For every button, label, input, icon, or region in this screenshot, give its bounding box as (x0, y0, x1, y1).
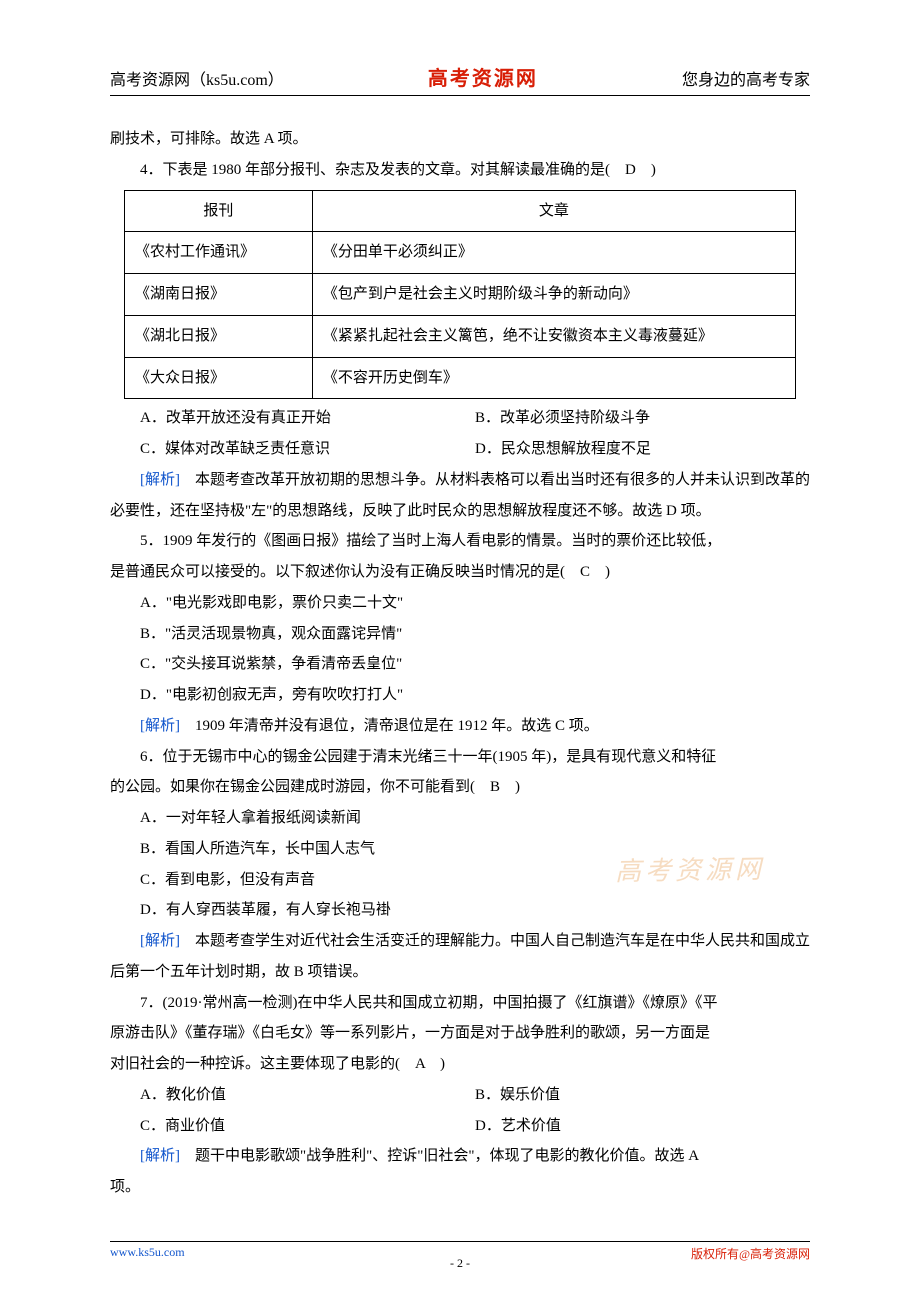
q6-analysis: [解析] 本题考查学生对近代社会生活变迁的理解能力。中国人自己制造汽车是在中华人… (110, 926, 810, 988)
q4-r2c1: 《紧紧扎起社会主义篱笆，绝不让安徽资本主义毒液蔓延》 (312, 315, 795, 357)
q4-r3c0: 《大众日报》 (125, 357, 313, 399)
q4-options-row1: A．改革开放还没有真正开始 B．改革必须坚持阶级斗争 (110, 403, 810, 434)
q6-analysis-text: 本题考查学生对近代社会生活变迁的理解能力。中国人自己制造汽车是在中华人民共和国成… (110, 933, 810, 980)
q4-analysis: [解析] 本题考查改革开放初期的思想斗争。从材料表格可以看出当时还有很多的人并未… (110, 465, 810, 527)
document-body: 刷技术，可排除。故选 A 项。 4．下表是 1980 年部分报刊、杂志及发表的文… (110, 124, 810, 1203)
footer-page-number: - 2 - (450, 1256, 470, 1271)
q4-options-row2: C．媒体对改革缺乏责任意识 D．民众思想解放程度不足 (110, 434, 810, 465)
q4-th-0: 报刊 (125, 190, 313, 232)
page-header: 高考资源网（ks5u.com） 高考资源网 您身边的高考专家 (110, 62, 810, 96)
q7-opt-b: B．娱乐价值 (475, 1080, 810, 1111)
q7-stem-l2: 原游击队》《董存瑞》《白毛女》等一系列影片，一方面是对于战争胜利的歌颂，另一方面… (110, 1018, 810, 1049)
q6-opt-c: C．看到电影，但没有声音 (110, 865, 810, 896)
header-left: 高考资源网（ks5u.com） (110, 66, 284, 90)
q5-stem-l2: 是普通民众可以接受的。以下叙述你认为没有正确反映当时情况的是( C ) (110, 557, 810, 588)
q4-r1c0: 《湖南日报》 (125, 274, 313, 316)
q5-opt-d: D．"电影初创寂无声，旁有吹吹打打人" (110, 680, 810, 711)
q4-opt-c: C．媒体对改革缺乏责任意识 (140, 434, 475, 465)
q4-r0c1: 《分田单干必须纠正》 (312, 232, 795, 274)
q4-r1c1: 《包产到户是社会主义时期阶级斗争的新动向》 (312, 274, 795, 316)
page-footer: www.ks5u.com - 2 - 版权所有@高考资源网 (110, 1241, 810, 1262)
analysis-label: [解析] (140, 718, 180, 734)
q4-r0c0: 《农村工作通讯》 (125, 232, 313, 274)
header-center-brand: 高考资源网 (428, 62, 538, 91)
q7-opt-d: D．艺术价值 (475, 1111, 810, 1142)
analysis-label: [解析] (140, 472, 180, 488)
q7-analysis-text: 题干中电影歌颂"战争胜利"、控诉"旧社会"，体现了电影的教化价值。故选 A (180, 1148, 699, 1164)
q7-opt-c: C．商业价值 (140, 1111, 475, 1142)
q5-opt-b: B．"活灵活现景物真，观众面露诧异情" (110, 619, 810, 650)
q7-analysis-l2: 项。 (110, 1172, 810, 1203)
q7-opt-a: A．教化价值 (140, 1080, 475, 1111)
q5-stem-l1: 5．1909 年发行的《图画日报》描绘了当时上海人看电影的情景。当时的票价还比较… (110, 526, 810, 557)
q4-opt-d: D．民众思想解放程度不足 (475, 434, 810, 465)
q7-stem-l3: 对旧社会的一种控诉。这主要体现了电影的( A ) (110, 1049, 810, 1080)
q5-analysis: [解析] 1909 年清帝并没有退位，清帝退位是在 1912 年。故选 C 项。 (110, 711, 810, 742)
q6-stem-l1: 6．位于无锡市中心的锡金公园建于清末光绪三十一年(1905 年)，是具有现代意义… (110, 742, 810, 773)
q6-opt-d: D．有人穿西装革履，有人穿长袍马褂 (110, 895, 810, 926)
q4-table: 报刊 文章 《农村工作通讯》 《分田单干必须纠正》 《湖南日报》 《包产到户是社… (124, 190, 796, 400)
q4-r2c0: 《湖北日报》 (125, 315, 313, 357)
q4-th-1: 文章 (312, 190, 795, 232)
q5-opt-c: C．"交头接耳说紫禁，争看清帝丢皇位" (110, 649, 810, 680)
q6-stem-l2: 的公园。如果你在锡金公园建成时游园，你不可能看到( B ) (110, 772, 810, 803)
q7-stem-l1: 7．(2019·常州高一检测)在中华人民共和国成立初期，中国拍摄了《红旗谱》《燎… (110, 988, 810, 1019)
q4-stem: 4．下表是 1980 年部分报刊、杂志及发表的文章。对其解读最准确的是( D ) (110, 155, 810, 186)
q4-r3c1: 《不容开历史倒车》 (312, 357, 795, 399)
analysis-label: [解析] (140, 933, 180, 949)
q4-opt-b: B．改革必须坚持阶级斗争 (475, 403, 810, 434)
analysis-label: [解析] (140, 1148, 180, 1164)
q6-opt-a: A．一对年轻人拿着报纸阅读新闻 (110, 803, 810, 834)
q5-analysis-text: 1909 年清帝并没有退位，清帝退位是在 1912 年。故选 C 项。 (180, 718, 599, 734)
q4-analysis-text: 本题考查改革开放初期的思想斗争。从材料表格可以看出当时还有很多的人并未认识到改革… (110, 472, 810, 519)
q7-options-row2: C．商业价值 D．艺术价值 (110, 1111, 810, 1142)
q6-opt-b: B．看国人所造汽车，长中国人志气 (110, 834, 810, 865)
header-right: 您身边的高考专家 (682, 66, 810, 90)
continuation-text: 刷技术，可排除。故选 A 项。 (110, 124, 810, 155)
footer-left-url: www.ks5u.com (110, 1245, 185, 1260)
q5-opt-a: A．"电光影戏即电影，票价只卖二十文" (110, 588, 810, 619)
q4-opt-a: A．改革开放还没有真正开始 (140, 403, 475, 434)
q7-options-row1: A．教化价值 B．娱乐价值 (110, 1080, 810, 1111)
q7-analysis: [解析] 题干中电影歌颂"战争胜利"、控诉"旧社会"，体现了电影的教化价值。故选… (110, 1141, 810, 1172)
footer-copyright: 版权所有@高考资源网 (691, 1245, 810, 1262)
